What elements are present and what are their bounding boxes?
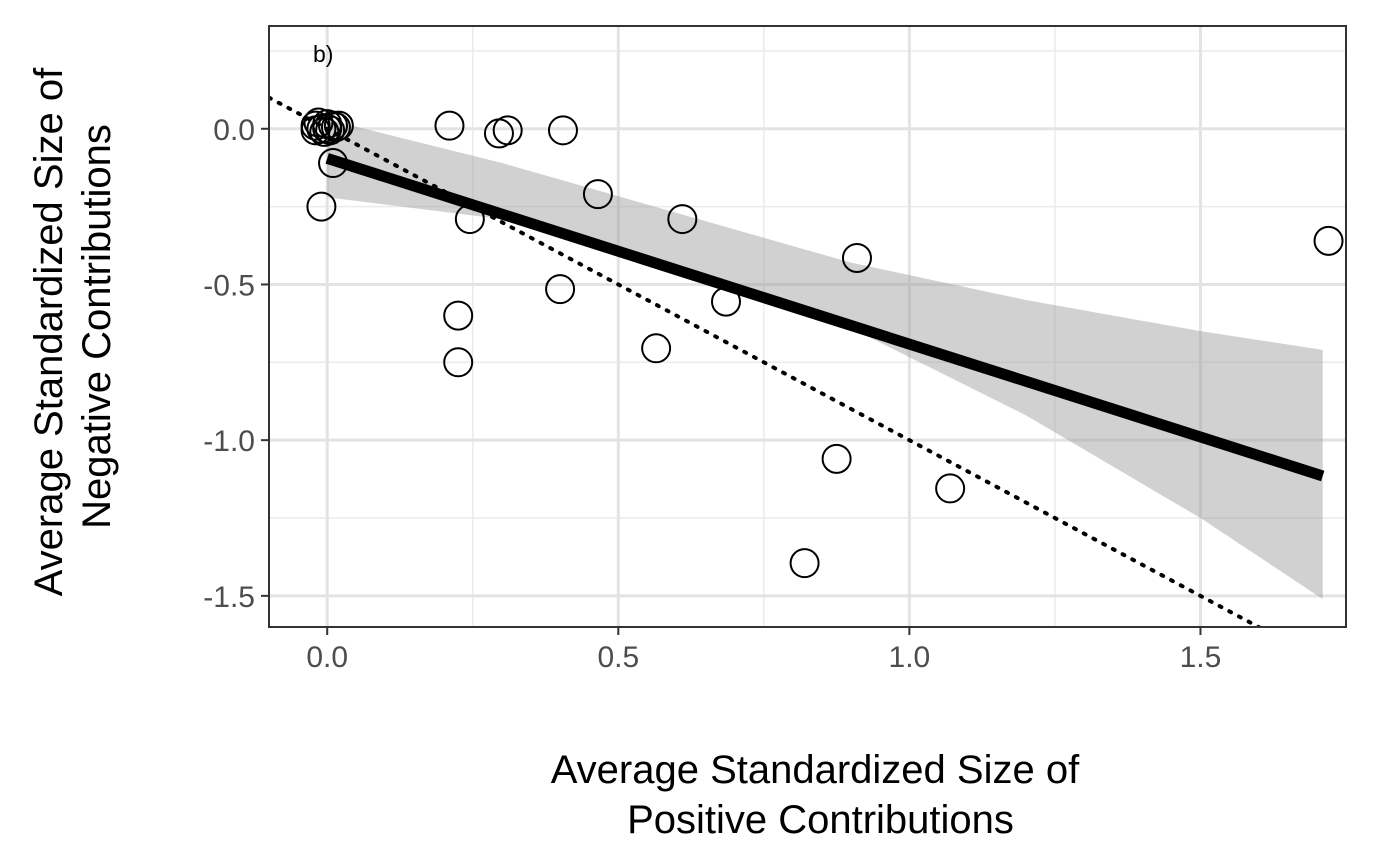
- y-tick-label: -1.0: [203, 425, 255, 458]
- x-axis-title: Average Standardized Size of Positive Co…: [551, 748, 1091, 842]
- data-point: [323, 110, 354, 141]
- x-axis-title-line-1: Average Standardized Size of: [551, 748, 1080, 792]
- data-point: [841, 242, 872, 273]
- x-tick-label: 1.5: [1180, 641, 1222, 674]
- data-point: [312, 113, 343, 144]
- x-tick-label: 0.0: [306, 641, 348, 674]
- data-point: [789, 548, 820, 579]
- data-point: [545, 274, 576, 305]
- major-gridlines: [269, 26, 1346, 627]
- data-point: [306, 191, 337, 222]
- data-point: [641, 333, 672, 364]
- data-point: [318, 148, 349, 179]
- data-point: [547, 115, 578, 146]
- panel-label: b): [313, 41, 333, 67]
- x-axis-ticks: 0.0 0.5 1.0 1.5: [306, 627, 1221, 674]
- data-point: [320, 112, 351, 143]
- data-point: [454, 204, 485, 235]
- y-tick-label: 0.0: [213, 114, 255, 147]
- data-point: [582, 179, 613, 210]
- y-axis-ticks: 0.0 -0.5 -1.0 -1.5: [203, 114, 269, 614]
- data-point: [315, 115, 346, 146]
- y-axis-title: Average Standardized Size of Negative Co…: [27, 57, 119, 597]
- data-point: [443, 300, 474, 331]
- fit-line: [325, 153, 1325, 482]
- x-axis-title-line-2: Positive Contributions: [627, 798, 1014, 842]
- data-point: [318, 110, 349, 141]
- y-axis-title-line-2: Negative Contributions: [75, 124, 119, 529]
- data-point: [492, 115, 523, 146]
- data-point: [710, 286, 741, 317]
- y-tick-label: -0.5: [203, 269, 255, 302]
- confidence-band: [327, 119, 1323, 599]
- panel-border: [268, 25, 1347, 628]
- data-points: [300, 107, 1344, 579]
- data-point: [821, 443, 852, 474]
- data-point: [667, 204, 698, 235]
- data-point: [1313, 225, 1344, 256]
- data-point: [443, 347, 474, 378]
- confidence-band-group: [327, 119, 1323, 599]
- data-point: [434, 110, 465, 141]
- x-tick-label: 1.0: [889, 641, 931, 674]
- x-tick-label: 0.5: [597, 641, 639, 674]
- data-point: [300, 115, 331, 146]
- y-tick-label: -1.5: [203, 581, 255, 614]
- y-axis-title-line-1: Average Standardized Size of: [27, 67, 71, 596]
- data-point: [935, 473, 966, 504]
- fit-line-group: [325, 153, 1325, 482]
